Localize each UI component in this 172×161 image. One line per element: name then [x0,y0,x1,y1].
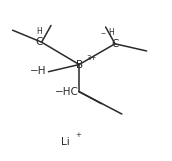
Text: H: H [36,27,42,36]
Text: B: B [76,60,83,70]
Text: C: C [111,39,119,49]
Text: Li: Li [61,137,70,147]
Text: 3+: 3+ [86,55,96,61]
Text: −: − [100,30,106,35]
Text: +: + [76,132,82,138]
Text: H: H [108,28,114,38]
Text: −H: −H [29,66,46,76]
Text: C: C [35,37,43,47]
Text: −HC: −HC [55,87,78,97]
